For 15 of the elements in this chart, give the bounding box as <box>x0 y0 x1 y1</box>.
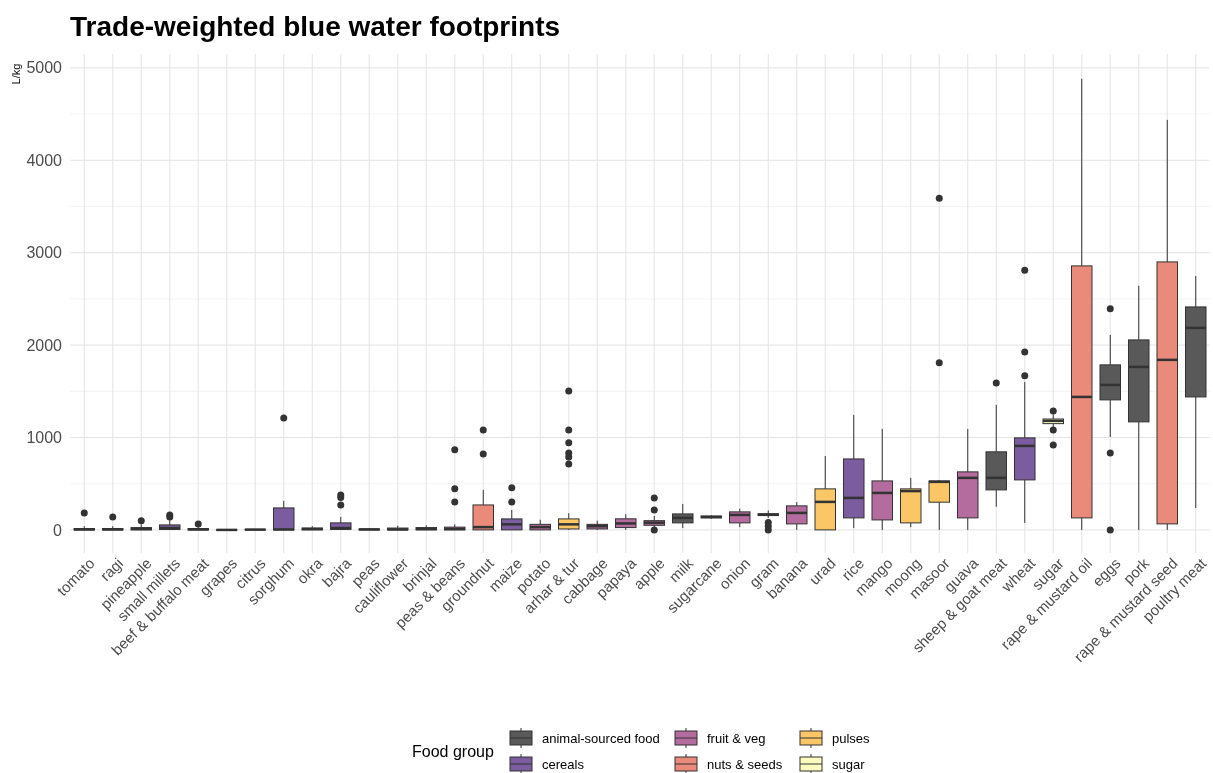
legend-label: nuts & seeds <box>707 756 783 772</box>
legend-label: animal-sourced food <box>542 730 660 746</box>
legend-label: pulses <box>832 730 871 746</box>
legend-label: fruit & veg <box>707 730 766 746</box>
y-tick-label: 5000 <box>26 59 63 77</box>
legend-label: sugar <box>832 756 866 772</box>
y-axis-title: L/kg <box>10 63 22 85</box>
legend-label: cereals <box>542 756 585 772</box>
y-tick-label: 4000 <box>26 151 63 169</box>
y-tick-label: 1000 <box>26 429 63 447</box>
y-tick-label: 3000 <box>26 244 63 262</box>
y-tick-label: 0 <box>53 521 63 539</box>
legend-title: Food group <box>412 743 494 760</box>
chart-title: Trade-weighted blue water footprints <box>70 11 561 42</box>
y-tick-label: 2000 <box>26 336 63 354</box>
